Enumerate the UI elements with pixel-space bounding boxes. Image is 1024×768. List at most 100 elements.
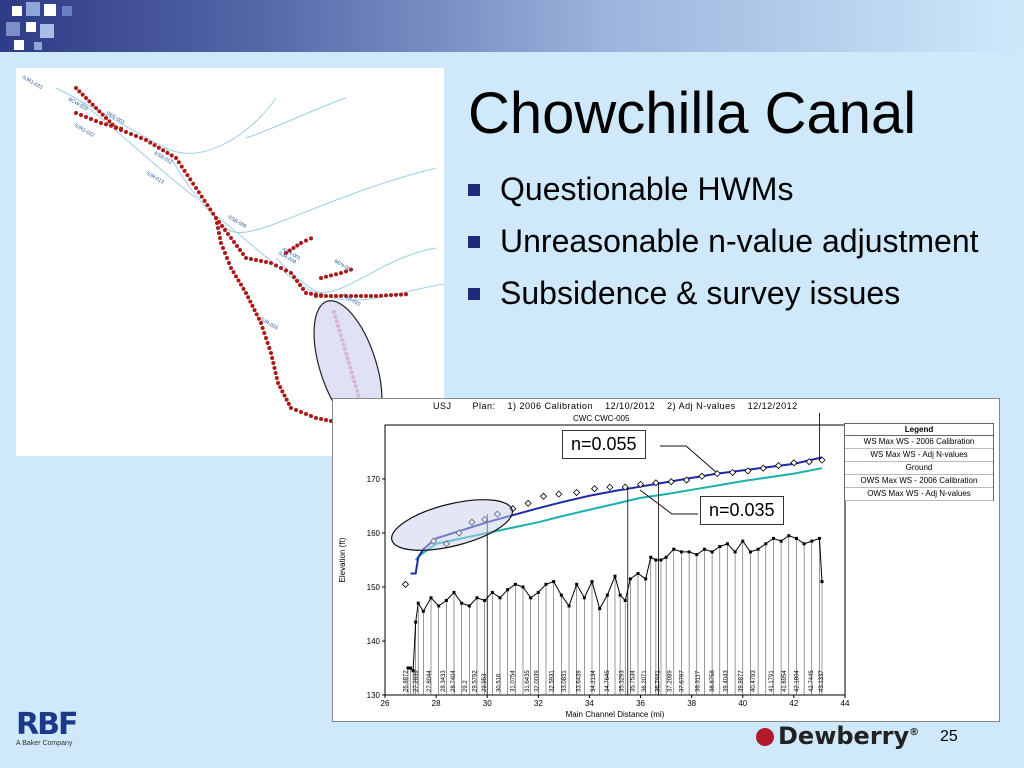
hwm-marker bbox=[217, 231, 221, 235]
hwm-marker bbox=[80, 92, 85, 97]
ground-marker bbox=[659, 558, 663, 562]
hwm-marker bbox=[148, 140, 153, 145]
observed-ws-marker bbox=[744, 467, 752, 475]
station-label: 37.2089 bbox=[667, 670, 673, 692]
observed-ws-marker bbox=[401, 580, 410, 588]
hwm-marker bbox=[264, 260, 268, 264]
dewberry-registered-mark: ® bbox=[909, 727, 920, 738]
ground-marker bbox=[710, 550, 714, 554]
bullet-square-icon bbox=[468, 288, 480, 300]
hwm-marker bbox=[152, 143, 157, 148]
observed-ws-marker bbox=[818, 456, 826, 464]
ground-marker bbox=[429, 596, 433, 600]
ground-marker bbox=[544, 582, 548, 586]
ground-marker bbox=[649, 555, 653, 559]
hwm-marker bbox=[100, 112, 105, 117]
hwm-marker bbox=[319, 276, 323, 280]
station-label: 41.6954 bbox=[782, 670, 788, 692]
hwm-marker bbox=[344, 294, 348, 298]
hwm-marker bbox=[211, 211, 216, 216]
hwm-marker bbox=[269, 261, 273, 265]
hwm-marker bbox=[359, 294, 363, 298]
hwm-marker bbox=[271, 361, 276, 365]
hwm-marker bbox=[231, 270, 236, 275]
hwm-marker bbox=[329, 294, 333, 298]
hwm-marker bbox=[272, 366, 277, 370]
ground-marker bbox=[817, 536, 821, 540]
ground-marker bbox=[467, 604, 471, 608]
hwm-marker bbox=[229, 236, 233, 240]
dewberry-logo: Dewberry® bbox=[756, 722, 919, 750]
rbf-logo-subtitle: A Baker Company bbox=[16, 740, 73, 747]
hwm-marker bbox=[294, 408, 298, 412]
chart-header: USJ Plan: 1) 2006 Calibration 12/10/2012… bbox=[433, 401, 798, 411]
hwm-marker bbox=[274, 263, 278, 268]
observed-ws-marker bbox=[509, 505, 517, 513]
station-label: 40.4793 bbox=[751, 670, 757, 692]
hwm-marker bbox=[246, 295, 251, 300]
hwm-marker bbox=[404, 292, 408, 297]
hwm-marker bbox=[394, 292, 398, 297]
hwm-marker bbox=[279, 266, 283, 270]
hwm-markers bbox=[74, 86, 418, 432]
hwm-marker bbox=[205, 203, 210, 208]
hwm-marker bbox=[309, 291, 313, 296]
dewberry-text: Dewberry bbox=[778, 722, 910, 750]
hwm-marker bbox=[219, 241, 223, 245]
hwm-marker bbox=[97, 109, 102, 114]
ground-marker bbox=[598, 607, 602, 611]
page-number: 25 bbox=[940, 728, 958, 745]
ground-marker bbox=[718, 545, 722, 548]
ground-marker bbox=[787, 534, 791, 538]
hwm-marker bbox=[319, 417, 323, 421]
hwm-marker bbox=[129, 132, 133, 136]
ground-marker bbox=[679, 550, 683, 554]
hwm-marker bbox=[119, 126, 123, 131]
ground-marker bbox=[582, 596, 586, 600]
ground-marker bbox=[498, 596, 502, 600]
ground-marker bbox=[421, 609, 425, 613]
bullet-text: Unreasonable n-value adjustment bbox=[500, 223, 979, 259]
river-line bbox=[75, 97, 197, 199]
observed-ws-marker bbox=[539, 492, 548, 500]
hwm-marker bbox=[199, 194, 204, 199]
ground-marker bbox=[567, 604, 571, 608]
hwm-marker bbox=[298, 283, 302, 287]
hwm-marker bbox=[278, 385, 283, 390]
hwm-marker bbox=[144, 138, 148, 142]
station-label: 35.7534 bbox=[630, 670, 636, 692]
ground-marker bbox=[618, 593, 622, 597]
hwm-marker bbox=[299, 241, 303, 245]
river-line bbox=[245, 97, 347, 139]
hwm-marker bbox=[256, 316, 261, 321]
x-tick-label: 36 bbox=[636, 699, 645, 708]
hwm-marker bbox=[284, 251, 288, 255]
hwm-marker bbox=[104, 116, 108, 120]
corner-square bbox=[40, 24, 54, 38]
legend-entry: WS Max WS - 2006 Calibration bbox=[845, 436, 993, 449]
hwm-marker bbox=[304, 238, 308, 243]
station-label: 37.6797 bbox=[679, 670, 685, 692]
x-tick-label: 34 bbox=[585, 699, 594, 708]
observed-ws-marker bbox=[759, 464, 767, 472]
hwm-marker bbox=[77, 89, 82, 94]
x-tick-label: 40 bbox=[738, 699, 747, 708]
station-label: 29.2 bbox=[463, 680, 469, 692]
ground-marker bbox=[664, 555, 668, 559]
hwm-marker bbox=[188, 177, 193, 182]
ground-marker bbox=[725, 542, 729, 546]
hwm-marker bbox=[239, 282, 243, 287]
hwm-marker bbox=[276, 381, 280, 385]
hwm-marker bbox=[169, 153, 174, 158]
hwm-marker bbox=[344, 269, 348, 274]
station-label: 36.7441 bbox=[656, 670, 662, 692]
ground-marker bbox=[536, 590, 540, 594]
station-label: 35.3293 bbox=[619, 670, 625, 692]
dewberry-berry-icon bbox=[756, 728, 774, 746]
ground-marker bbox=[552, 580, 556, 584]
hwm-marker bbox=[399, 292, 403, 297]
hwm-marker bbox=[227, 261, 231, 265]
slide-title: Chowchilla Canal bbox=[468, 81, 917, 146]
hwm-marker bbox=[176, 160, 181, 165]
observed-ws-marker bbox=[774, 461, 783, 470]
